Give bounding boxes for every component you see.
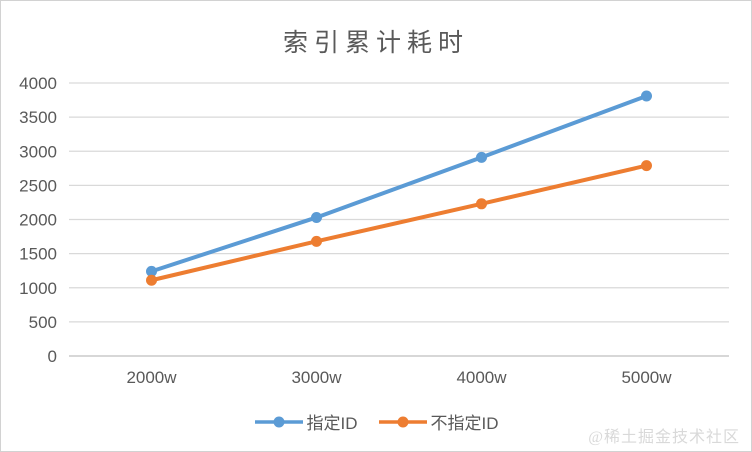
x-tick-label: 4000w xyxy=(456,368,507,387)
y-tick-label: 4000 xyxy=(19,74,57,93)
series-line-0 xyxy=(149,93,649,274)
y-tick-label: 2500 xyxy=(19,176,57,195)
data-point xyxy=(641,90,652,102)
y-tick-label: 1000 xyxy=(19,279,57,298)
y-tick-label: 3000 xyxy=(19,142,57,161)
legend-label: 指定ID xyxy=(306,414,358,433)
data-point xyxy=(311,235,322,247)
legend-item-1: 不指定ID xyxy=(378,409,499,434)
y-tick-label: 1500 xyxy=(19,245,57,264)
data-point xyxy=(476,151,487,163)
x-tick-label: 2000w xyxy=(126,368,177,387)
x-tick-label: 5000w xyxy=(621,368,672,387)
chart-title: 索引累计耗时 xyxy=(282,29,469,57)
data-point xyxy=(146,274,157,286)
legend-item-0: 指定ID xyxy=(254,409,358,434)
y-tick-label: 0 xyxy=(48,347,57,366)
x-tick-label: 3000w xyxy=(291,368,342,387)
series-line-1 xyxy=(149,163,649,283)
y-tick-label: 3500 xyxy=(19,108,57,127)
legend-label: 不指定ID xyxy=(430,414,499,433)
y-tick-label: 500 xyxy=(29,313,57,332)
data-point xyxy=(146,265,157,277)
chart-legend: 指定ID 不指定ID xyxy=(1,409,751,434)
legend-line-marker-icon xyxy=(254,416,303,427)
watermark: @稀土掘金技术社区 xyxy=(588,429,740,446)
data-point xyxy=(641,160,652,172)
data-point xyxy=(311,211,322,223)
data-point xyxy=(476,198,487,210)
legend-line-marker-icon xyxy=(378,416,427,427)
y-tick-label: 2000 xyxy=(19,211,57,230)
